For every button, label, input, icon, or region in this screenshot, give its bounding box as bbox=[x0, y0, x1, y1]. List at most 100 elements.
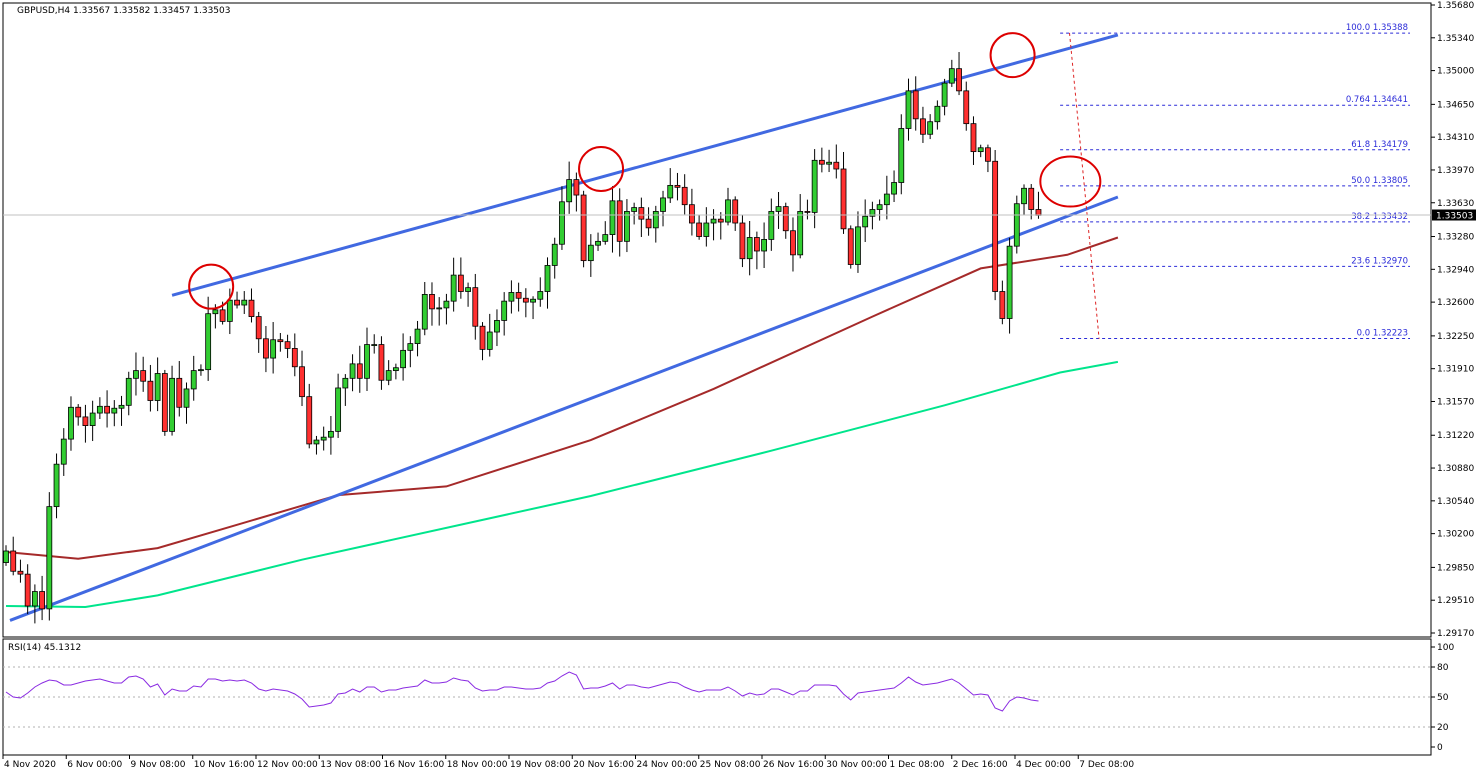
price-tick-label: 1.33970 bbox=[1437, 166, 1474, 176]
bear-candle bbox=[616, 200, 623, 242]
bull-candle bbox=[948, 68, 955, 84]
time-tick-label: 12 Nov 00:00 bbox=[257, 760, 318, 770]
bull-candle bbox=[3, 550, 9, 563]
fib-level-label: 38.2 1.33432 bbox=[1351, 212, 1408, 222]
bull-candle bbox=[725, 199, 731, 223]
bull-candle bbox=[68, 406, 74, 440]
rsi-info-header: RSI(14) 45.1312 bbox=[8, 643, 81, 653]
bull-candle bbox=[118, 404, 125, 409]
lower-channel-line bbox=[9, 195, 1119, 622]
bull-candle bbox=[602, 234, 609, 242]
bear-candle bbox=[104, 405, 110, 414]
bear-candle bbox=[681, 186, 688, 206]
time-tick-label: 30 Nov 00:00 bbox=[826, 760, 887, 770]
bear-candle bbox=[999, 291, 1006, 319]
bull-candle bbox=[327, 430, 334, 438]
price-tick-label: 1.31570 bbox=[1437, 397, 1474, 407]
price-tick-label: 1.32600 bbox=[1437, 298, 1474, 308]
bull-candle bbox=[414, 328, 421, 344]
bear-candle bbox=[912, 90, 919, 120]
bull-candle bbox=[501, 300, 508, 321]
bull-candle bbox=[96, 405, 103, 414]
bear-candle bbox=[847, 228, 854, 265]
bear-candle bbox=[985, 147, 991, 162]
bull-candle bbox=[125, 377, 132, 406]
bear-candle bbox=[457, 274, 464, 292]
fib-level-label: 50.0 1.33805 bbox=[1351, 176, 1408, 186]
bull-candle bbox=[349, 363, 356, 379]
bull-candle bbox=[869, 209, 876, 217]
price-tick-label: 1.35340 bbox=[1437, 34, 1474, 44]
bear-candle bbox=[689, 204, 695, 224]
bear-candle bbox=[818, 159, 825, 165]
price-tick-label: 1.29510 bbox=[1437, 596, 1474, 606]
bull-candle bbox=[941, 82, 948, 107]
price-tick-label: 1.31910 bbox=[1437, 365, 1474, 375]
bull-candle bbox=[891, 182, 897, 195]
current-price-box bbox=[1432, 209, 1476, 221]
bull-candle bbox=[89, 412, 96, 426]
bear-candle bbox=[472, 287, 479, 327]
time-tick-label: 13 Nov 08:00 bbox=[320, 760, 381, 770]
bull-candle bbox=[977, 147, 984, 153]
bear-candle bbox=[17, 570, 24, 575]
bull-candle bbox=[566, 179, 573, 203]
rsi-tick-label: 80 bbox=[1437, 663, 1449, 673]
time-tick-label: 20 Nov 16:00 bbox=[573, 760, 634, 770]
bear-candle bbox=[638, 207, 645, 220]
bull-candle bbox=[710, 218, 717, 224]
current-price-label: 1.33503 bbox=[1436, 212, 1473, 222]
bull-candle bbox=[465, 287, 471, 292]
bear-candle bbox=[753, 237, 760, 252]
bull-candle bbox=[400, 349, 407, 369]
bear-candle bbox=[161, 373, 168, 432]
marker-circle bbox=[578, 145, 625, 192]
bull-candle bbox=[667, 184, 674, 199]
bull-candle bbox=[198, 369, 204, 372]
price-tick-label: 1.30200 bbox=[1437, 530, 1474, 540]
bull-candle bbox=[811, 159, 818, 213]
bull-candle bbox=[530, 298, 536, 303]
bull-candle bbox=[746, 237, 753, 260]
time-tick-label: 24 Nov 00:00 bbox=[637, 760, 698, 770]
marker-circle bbox=[1039, 155, 1102, 208]
price-tick-label: 1.33630 bbox=[1437, 199, 1474, 209]
fib-level-label: 23.6 1.32970 bbox=[1351, 256, 1408, 266]
fib-level-label: 0.0 1.32223 bbox=[1357, 328, 1408, 338]
bull-candle bbox=[934, 105, 941, 123]
symbol-info-header: GBPUSD,H4 1.33567 1.33582 1.33457 1.3350… bbox=[17, 6, 230, 16]
bull-candle bbox=[385, 370, 392, 381]
bear-candle bbox=[479, 325, 486, 350]
price-tick-label: 1.31220 bbox=[1437, 431, 1474, 441]
bull-candle bbox=[1013, 203, 1020, 247]
bull-candle bbox=[154, 373, 161, 401]
bull-candle bbox=[537, 291, 544, 300]
fib-level-label: 100.0 1.35388 bbox=[1346, 23, 1408, 33]
rsi-panel-frame bbox=[2, 638, 1432, 756]
time-tick-label: 9 Nov 08:00 bbox=[131, 760, 186, 770]
time-tick-label: 2 Dec 16:00 bbox=[953, 760, 1008, 770]
time-tick-label: 25 Nov 08:00 bbox=[700, 760, 761, 770]
fibonacci-retracement[interactable]: 100.0 1.35388 0.764 1.34641 61.8 1.34179 50… bbox=[1060, 23, 1410, 339]
bear-candle bbox=[356, 363, 363, 379]
bear-candle bbox=[696, 222, 703, 237]
bull-candle bbox=[544, 265, 551, 292]
bull-candle bbox=[775, 206, 782, 212]
rsi-indicator: 100 80 50 20 0 bbox=[3, 643, 1454, 753]
fib-level-label: 0.764 1.34641 bbox=[1346, 95, 1408, 105]
candlesticks bbox=[3, 52, 1042, 624]
bull-candle bbox=[111, 407, 118, 414]
bear-candle bbox=[804, 211, 811, 213]
bull-candle bbox=[660, 197, 666, 212]
marker-circles bbox=[188, 32, 1102, 310]
bear-candle bbox=[75, 406, 82, 418]
bear-candle bbox=[920, 118, 926, 135]
time-tick-label: 19 Nov 08:00 bbox=[510, 760, 571, 770]
time-tick-label: 18 Nov 00:00 bbox=[447, 760, 508, 770]
bear-candle bbox=[963, 90, 970, 125]
bear-candle bbox=[992, 160, 999, 292]
bull-candle bbox=[486, 331, 493, 350]
bull-candle bbox=[905, 90, 912, 129]
rsi-tick-label: 20 bbox=[1437, 723, 1449, 733]
